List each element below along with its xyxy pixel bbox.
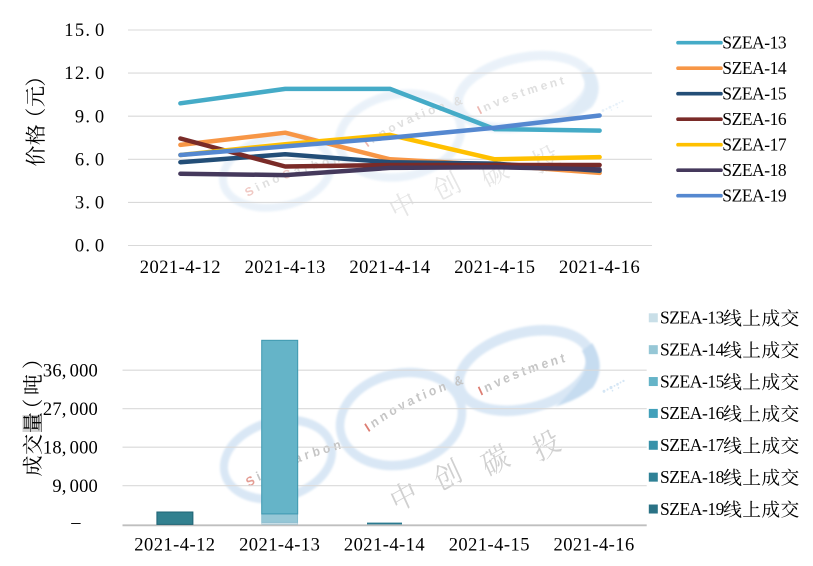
svg-text:2021-4-16: 2021-4-16 [559,258,640,278]
svg-text:SZEA-15: SZEA-15 [722,84,787,104]
svg-text:SZEA-15: SZEA-15 [660,371,725,391]
svg-text:SZEA-19: SZEA-19 [722,186,787,206]
svg-text:SZEA-17: SZEA-17 [660,435,725,455]
svg-text:SZEA-13: SZEA-13 [722,33,787,53]
svg-text:2021-4-13: 2021-4-13 [239,536,320,556]
svg-text:2021-4-16: 2021-4-16 [553,536,634,556]
svg-text:SZEA-18: SZEA-18 [660,467,725,487]
svg-text:2021-4-12: 2021-4-12 [140,258,221,278]
svg-text:SZEA-19: SZEA-19 [660,499,725,519]
svg-text:SZEA-14: SZEA-14 [660,339,725,359]
svg-text:2021-4-14: 2021-4-14 [344,536,425,556]
svg-text:0.0: 0. 0 [75,237,106,257]
svg-text:2021-4-15: 2021-4-15 [449,536,530,556]
svg-text:6.0: 6. 0 [75,150,106,170]
svg-text:2021-4-13: 2021-4-13 [245,258,326,278]
svg-text:2021-4-12: 2021-4-12 [134,536,215,556]
svg-text:3.0: 3. 0 [75,194,106,214]
svg-text:27,000: 27, 000 [43,400,98,420]
svg-text:SZEA-16: SZEA-16 [660,403,725,423]
svg-text:15.0: 15. 0 [64,21,105,41]
svg-text:SZEA-13: SZEA-13 [660,308,725,328]
svg-text:2021-4-15: 2021-4-15 [454,258,535,278]
svg-text:18,000: 18, 000 [43,438,98,458]
svg-text:SZEA-18: SZEA-18 [722,160,787,180]
svg-text:2021-4-14: 2021-4-14 [349,258,430,278]
svg-text:SZEA-16: SZEA-16 [722,109,787,129]
svg-text:12.0: 12. 0 [64,64,105,84]
svg-text:SZEA-14: SZEA-14 [722,58,787,78]
svg-text:SZEA-17: SZEA-17 [722,135,787,155]
svg-text:36,000: 36, 000 [43,361,98,381]
svg-text:9.0: 9. 0 [75,107,106,127]
svg-text:9,000: 9, 000 [52,477,98,497]
svg-text:–: – [70,513,81,533]
